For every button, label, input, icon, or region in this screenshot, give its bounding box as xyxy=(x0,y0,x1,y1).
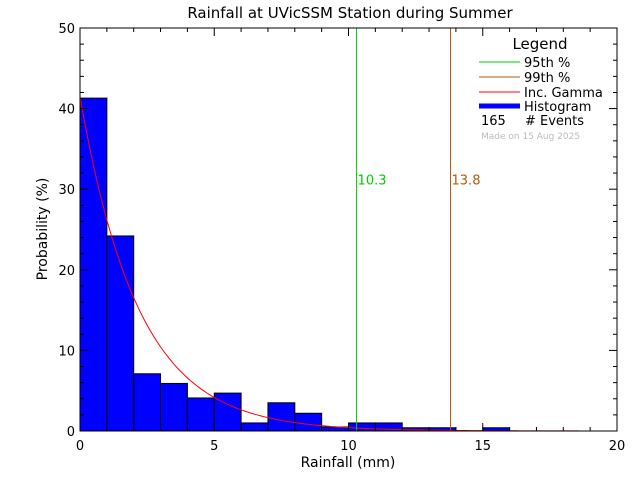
histogram-bar xyxy=(106,235,135,432)
legend-label-histogram: Histogram xyxy=(524,100,591,115)
percentile-95-value: 10.3 xyxy=(358,173,387,188)
y-axis-label: Probability (%) xyxy=(35,178,51,281)
y-tick-label: 20 xyxy=(58,264,75,279)
histogram-bars xyxy=(79,97,511,432)
y-tick-label: 10 xyxy=(58,344,75,359)
histogram-bar xyxy=(133,373,162,432)
histogram-bar xyxy=(79,97,108,432)
plot-frame xyxy=(79,27,618,432)
x-axis-label: Rainfall (mm) xyxy=(301,455,396,471)
histogram-bar xyxy=(213,392,242,432)
legend-label-99th: 99th % xyxy=(524,71,570,86)
made-on-note: Made on 15 Aug 2025 xyxy=(481,132,580,142)
legend-events-label: # Events xyxy=(525,114,584,129)
percentile-99-value: 13.8 xyxy=(452,173,481,188)
x-tick-label: 10 xyxy=(340,439,357,454)
y-tick-label: 30 xyxy=(58,183,75,198)
legend-label-gamma: Inc. Gamma xyxy=(524,86,603,101)
histogram-bar xyxy=(240,422,269,432)
x-tick-label: 20 xyxy=(609,439,626,454)
histogram-bar xyxy=(160,382,188,432)
x-tick-label: 0 xyxy=(76,439,84,454)
legend: Legend 95th % 99th % Inc. Gamma Histogra… xyxy=(479,35,603,142)
x-tick-label: 15 xyxy=(474,439,491,454)
y-tick-label: 50 xyxy=(58,22,75,37)
histogram-bar xyxy=(186,397,215,432)
legend-title: Legend xyxy=(512,35,567,53)
histogram-bar xyxy=(348,422,376,432)
legend-events-count: 165 xyxy=(481,114,506,129)
y-tick-label: 40 xyxy=(58,103,75,118)
legend-label-95th: 95th % xyxy=(524,56,570,71)
x-tick-label: 5 xyxy=(210,439,218,454)
y-tick-label: 0 xyxy=(67,425,75,440)
histogram-bar xyxy=(267,402,296,432)
chart-title: Rainfall at UVicSSM Station during Summe… xyxy=(187,4,513,22)
percentile-lines: 10.3 13.8 xyxy=(356,28,481,431)
histogram-bar xyxy=(294,412,323,432)
